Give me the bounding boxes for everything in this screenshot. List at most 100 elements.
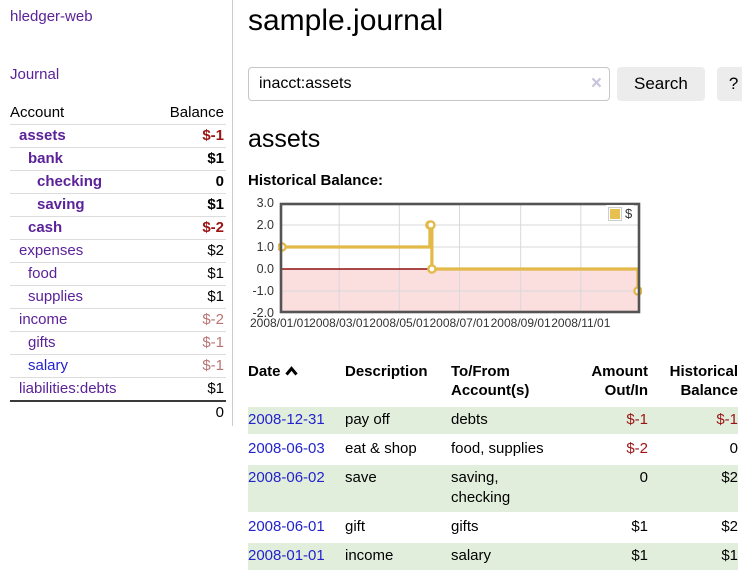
account-row: assets $-1 bbox=[10, 124, 226, 148]
transaction-balance: $2 bbox=[648, 464, 738, 514]
account-balance: $2 bbox=[151, 239, 226, 263]
x-axis-tick-label: 2008/09/01 bbox=[490, 316, 551, 330]
legend-color-swatch bbox=[608, 206, 622, 221]
transaction-amount: 0 bbox=[573, 464, 648, 514]
register-row: 2008-06-01 gift gifts $1 $2 bbox=[248, 513, 738, 543]
x-axis-tick-label: 2008/01/01 bbox=[249, 316, 311, 330]
account-row: saving $1 bbox=[10, 193, 226, 217]
y-axis-tick-label: 0.0 bbox=[256, 262, 274, 276]
account-row: gifts $-1 bbox=[10, 331, 226, 355]
transaction-date-link[interactable]: 2008-01-01 bbox=[248, 542, 345, 572]
transaction-balance: $2 bbox=[648, 513, 738, 543]
account-link[interactable]: cash bbox=[28, 219, 63, 236]
transaction-description: pay off bbox=[345, 407, 451, 436]
register-column-header-amount: Amount Out/In bbox=[591, 363, 648, 399]
register-column-header-description: Description bbox=[345, 363, 428, 380]
account-link[interactable]: checking bbox=[37, 173, 103, 190]
transaction-amount: $1 bbox=[573, 513, 648, 543]
transaction-description: save bbox=[345, 464, 451, 514]
chart-plot-area bbox=[278, 202, 642, 314]
accounts-total-row: 0 bbox=[10, 400, 226, 424]
transaction-accounts: debts bbox=[451, 407, 573, 436]
account-row: cash $-2 bbox=[10, 216, 226, 240]
transaction-accounts: gifts bbox=[451, 513, 573, 543]
account-balance: $1 bbox=[151, 262, 226, 286]
main-content: sample.journal × Search ? assets Histori… bbox=[248, 0, 742, 572]
account-row: liabilities:debts $1 bbox=[10, 377, 226, 402]
x-axis-tick-label: 2008/05/01 bbox=[369, 316, 430, 330]
account-link[interactable]: bank bbox=[28, 150, 64, 167]
accounts-total-value: 0 bbox=[10, 400, 226, 424]
y-axis-tick-label: 2.0 bbox=[256, 218, 274, 232]
transaction-balance: $-1 bbox=[648, 407, 738, 436]
accounts-table: Account Balance assets $-1 bank $1 checking 0… bbox=[10, 102, 226, 424]
register-column-header-date[interactable]: Date bbox=[248, 362, 345, 407]
y-axis-tick-label: 3.0 bbox=[256, 196, 274, 210]
account-balance: $1 bbox=[151, 285, 226, 309]
sidebar-item-journal[interactable]: Journal bbox=[10, 66, 60, 83]
transaction-date-link[interactable]: 2008-06-02 bbox=[248, 464, 345, 514]
account-balance: 0 bbox=[151, 170, 226, 194]
account-link[interactable]: salary bbox=[28, 357, 69, 374]
transaction-date-link[interactable]: 2008-01-01 bbox=[248, 547, 325, 564]
account-link[interactable]: supplies bbox=[28, 288, 84, 305]
transaction-date-link[interactable]: 2008-06-03 bbox=[248, 435, 345, 465]
transaction-date-link[interactable]: 2008-12-31 bbox=[248, 407, 345, 436]
transaction-date-link[interactable]: 2008-06-03 bbox=[248, 440, 325, 457]
account-link[interactable]: assets bbox=[19, 127, 66, 144]
app-title-link[interactable]: hledger-web bbox=[10, 8, 93, 25]
account-balance: $1 bbox=[151, 147, 226, 171]
account-link[interactable]: gifts bbox=[28, 334, 56, 351]
register-row: 2008-06-03 eat & shop food, supplies $-2 0 bbox=[248, 435, 738, 465]
legend-series-label: $ bbox=[625, 206, 633, 221]
account-row: bank $1 bbox=[10, 147, 226, 171]
account-balance: $1 bbox=[151, 377, 226, 402]
account-link[interactable]: food bbox=[28, 265, 58, 282]
accounts-column-header-balance: Balance bbox=[151, 102, 226, 125]
account-row: salary $-1 bbox=[10, 354, 226, 378]
account-balance: $-1 bbox=[151, 354, 226, 378]
account-balance: $1 bbox=[151, 193, 226, 217]
search-input[interactable] bbox=[248, 67, 610, 101]
chart-title: Historical Balance: bbox=[248, 172, 384, 189]
register-row: 2008-06-02 save saving, checking 0 $2 bbox=[248, 464, 738, 514]
register-table: Date Description To/From Account(s) Amou… bbox=[248, 362, 738, 572]
x-axis-tick-label: 2008/11/01 bbox=[551, 316, 611, 330]
transaction-accounts: saving, checking bbox=[451, 464, 573, 514]
transaction-date-link[interactable]: 2008-06-01 bbox=[248, 513, 345, 543]
transaction-accounts: food, supplies bbox=[451, 435, 573, 465]
transaction-balance: 0 bbox=[648, 435, 738, 465]
sidebar: hledger-web Journal Account Balance asse… bbox=[0, 0, 233, 426]
x-axis-tick-label: 2008/07/01 bbox=[429, 316, 490, 330]
transaction-amount: $-2 bbox=[573, 435, 648, 465]
account-link[interactable]: expenses bbox=[19, 242, 84, 259]
transaction-amount: $1 bbox=[573, 542, 648, 572]
accounts-column-header-account: Account bbox=[10, 102, 152, 125]
transaction-accounts: salary bbox=[451, 542, 573, 572]
account-row: income $-2 bbox=[10, 308, 226, 332]
account-link[interactable]: saving bbox=[37, 196, 85, 213]
transaction-date-link[interactable]: 2008-06-02 bbox=[248, 469, 325, 486]
register-row: 2008-01-01 income salary $1 $1 bbox=[248, 542, 738, 572]
transaction-balance: $1 bbox=[648, 542, 738, 572]
chart-legend: $ bbox=[606, 205, 635, 222]
account-link[interactable]: liabilities:debts bbox=[19, 380, 117, 397]
account-balance: $-2 bbox=[151, 216, 226, 240]
account-link[interactable]: income bbox=[19, 311, 68, 328]
search-button[interactable]: Search bbox=[617, 67, 705, 101]
page-title: sample.journal bbox=[248, 4, 444, 37]
account-row: food $1 bbox=[10, 262, 226, 286]
transaction-amount: $-1 bbox=[573, 407, 648, 436]
search-form: × Search ? bbox=[248, 67, 742, 101]
sort-ascending-icon bbox=[284, 366, 298, 376]
clear-search-icon[interactable]: × bbox=[590, 73, 602, 94]
transaction-date-link[interactable]: 2008-12-31 bbox=[248, 411, 325, 428]
register-column-header-balance: Historical Balance bbox=[669, 363, 738, 399]
account-balance: $-2 bbox=[151, 308, 226, 332]
account-row: supplies $1 bbox=[10, 285, 226, 309]
y-axis-tick-label: -1.0 bbox=[252, 284, 274, 298]
account-heading: assets bbox=[248, 125, 321, 153]
y-axis-tick-label: 1.0 bbox=[256, 240, 274, 254]
transaction-date-link[interactable]: 2008-06-01 bbox=[248, 518, 325, 535]
help-button[interactable]: ? bbox=[716, 67, 742, 101]
